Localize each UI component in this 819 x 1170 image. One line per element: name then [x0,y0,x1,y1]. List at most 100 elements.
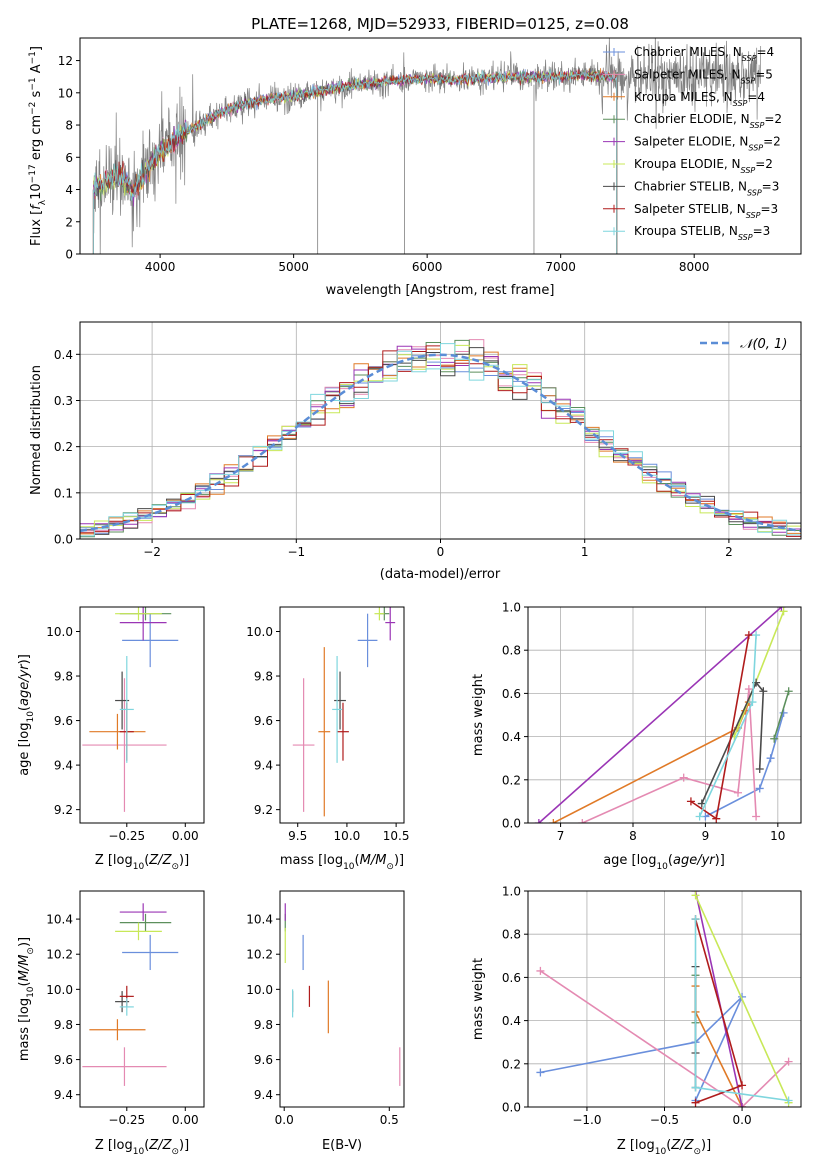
legend-count: =4 [747,90,765,104]
legend-model: Salpeter ELODIE, N [634,135,748,149]
x-tick-label: −2 [143,545,161,559]
y-tick-label: 9.8 [254,670,273,684]
label-part: Normed distribution [29,365,44,495]
y-axis-label: Flux [fλ10−17 erg cm−2 s−1 A−1] [28,46,48,246]
y-tick-label: 10.0 [246,625,273,639]
label-part: Z [log [95,1138,133,1153]
weight-marker [744,685,753,694]
y-tick-label: 0.0 [54,533,73,547]
y-tick-label: 10.0 [46,625,73,639]
y-tick-label: 9.6 [54,714,73,728]
y-tick-label: 10 [58,86,73,100]
legend-label: Chabrier ELODIE, NSSP=2 [634,112,782,130]
weight-marker [695,812,704,821]
weight-marker [755,784,764,793]
weight-marker [748,698,757,707]
grid [528,890,801,1108]
legend-sub: SSP [747,188,762,197]
label-part: Flux [ [29,210,44,246]
y-tick-label: 2 [65,215,73,229]
weight-marker [755,765,764,773]
y-tick-label: 0.4 [502,730,521,744]
x-tick-label: 9 [702,829,710,843]
label-part: mass weight [471,674,486,756]
label-part: 10 [655,1147,667,1157]
label-part: )] [179,853,189,868]
legend-model: Salpeter MILES, N [634,67,741,81]
label-part: mass [log [17,998,32,1061]
weight-marker [752,812,761,821]
label-part: Z [log [95,853,133,868]
errorbar-point [115,607,162,621]
y-tick-label: 0.2 [54,440,73,454]
y-axis-label: Normed distribution [29,365,44,495]
label-part: age/yr [17,663,32,706]
legend-sub: SSP [741,166,756,175]
weight-marker [679,773,688,782]
y-tick-label: 12 [58,54,73,68]
label-part: f [29,203,44,210]
axes-age_vs_Z: −0.25 0.009.29.49.69.810.0Z [log10(Z/Z⊙)]… [17,606,205,872]
axes-mass_vs_Z: −0.25 0.009.49.69.810.010.210.4Z [log10(Z… [17,890,205,1157]
legend-count: =3 [753,224,771,238]
errorbar-point [119,607,167,641]
label-part: ⊙ [171,862,179,872]
legend-label: Salpeter ELODIE, NSSP=2 [634,135,781,153]
label-part: )] [701,1138,711,1153]
x-tick-label: 2 [725,545,733,559]
y-tick-label: 0.6 [502,971,521,985]
x-tick-label: −0.5 [650,1113,679,1127]
label-part: −17 [28,164,38,183]
weight-line [538,607,782,823]
errorbar-point [337,702,349,761]
weight-marker [686,797,695,806]
x-tick-label: 1 [581,545,589,559]
axes-frame [79,606,205,824]
weight-marker [777,607,786,611]
y-tick-label: 10.4 [46,913,73,927]
errorbar-point [318,647,331,817]
y-tick-label: 0.2 [502,773,521,787]
y-tick-label: 10.0 [46,983,73,997]
weight-line [705,712,785,818]
label-part: 10 [133,1147,145,1157]
legend-label: 𝒩(0, 1) [740,337,787,352]
y-tick-label: 9.6 [254,1053,273,1067]
axes-weight_vs_Z: −1.0 −0.5 0.0 0.0 0.2 0.4 0.6 0.8 1.0 Z [log10(Z/… [471,885,802,1157]
label-part: )] [17,654,32,664]
label-part: ( [666,1138,671,1153]
axes-frame [527,606,802,824]
plot-area [82,903,179,1086]
weight-line [540,996,743,1101]
weight-marker [691,915,700,924]
weight-marker [578,819,587,823]
label-part: A [29,64,44,77]
x-axis-label: Z [log10(Z/Z⊙)] [617,1138,711,1157]
errorbar-point [119,903,167,921]
label-part: ( [17,706,32,711]
y-tick-label: 8 [65,119,73,133]
x-tick-label: 8000 [679,260,710,274]
x-axis-label: Z [log10(Z/Z⊙)] [95,1138,189,1157]
plot-area [284,903,401,1086]
legend-sub: SSP [746,210,761,219]
weight-marker [779,607,788,616]
legend-label: Salpeter MILES, NSSP=5 [634,67,773,85]
y-tick-label: 9.8 [254,1018,273,1032]
y-tick-label: 0 [65,248,73,262]
x-tick-label: 7 [557,829,565,843]
y-tick-label: 9.4 [254,1088,273,1102]
label-part: ⊙ [693,1147,701,1157]
weight-marker [691,1083,700,1092]
legend-count: =2 [764,112,782,126]
y-axis-label: mass weight [471,674,486,756]
y-tick-label: 1.0 [502,885,521,899]
errorbar-point [89,1019,146,1041]
axes-frame [279,890,405,1108]
axes-frame [279,606,405,824]
weight-marker [766,754,775,763]
label-part: )] [394,853,404,868]
weight-line [733,611,785,737]
errorbar-point [115,922,162,941]
